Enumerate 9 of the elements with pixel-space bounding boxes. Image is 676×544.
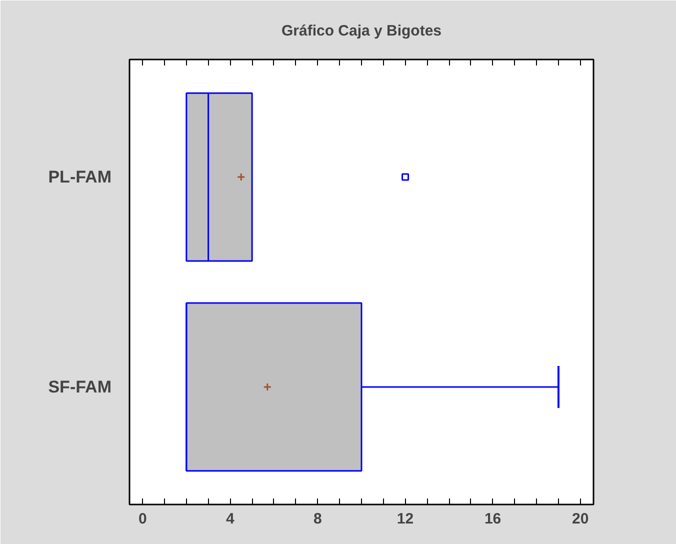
y-tick-label: PL-FAM: [48, 168, 112, 187]
x-tick-label: 8: [314, 510, 322, 528]
chart-title: Gráfico Caja y Bigotes: [281, 22, 442, 40]
x-tick-label: 0: [138, 510, 147, 528]
x-tick-label: 20: [572, 510, 589, 528]
x-tick-label: 12: [396, 510, 414, 528]
x-tick-label: 4: [226, 510, 236, 528]
x-tick-label: 16: [484, 510, 502, 528]
y-tick-label: SF-FAM: [48, 377, 112, 396]
